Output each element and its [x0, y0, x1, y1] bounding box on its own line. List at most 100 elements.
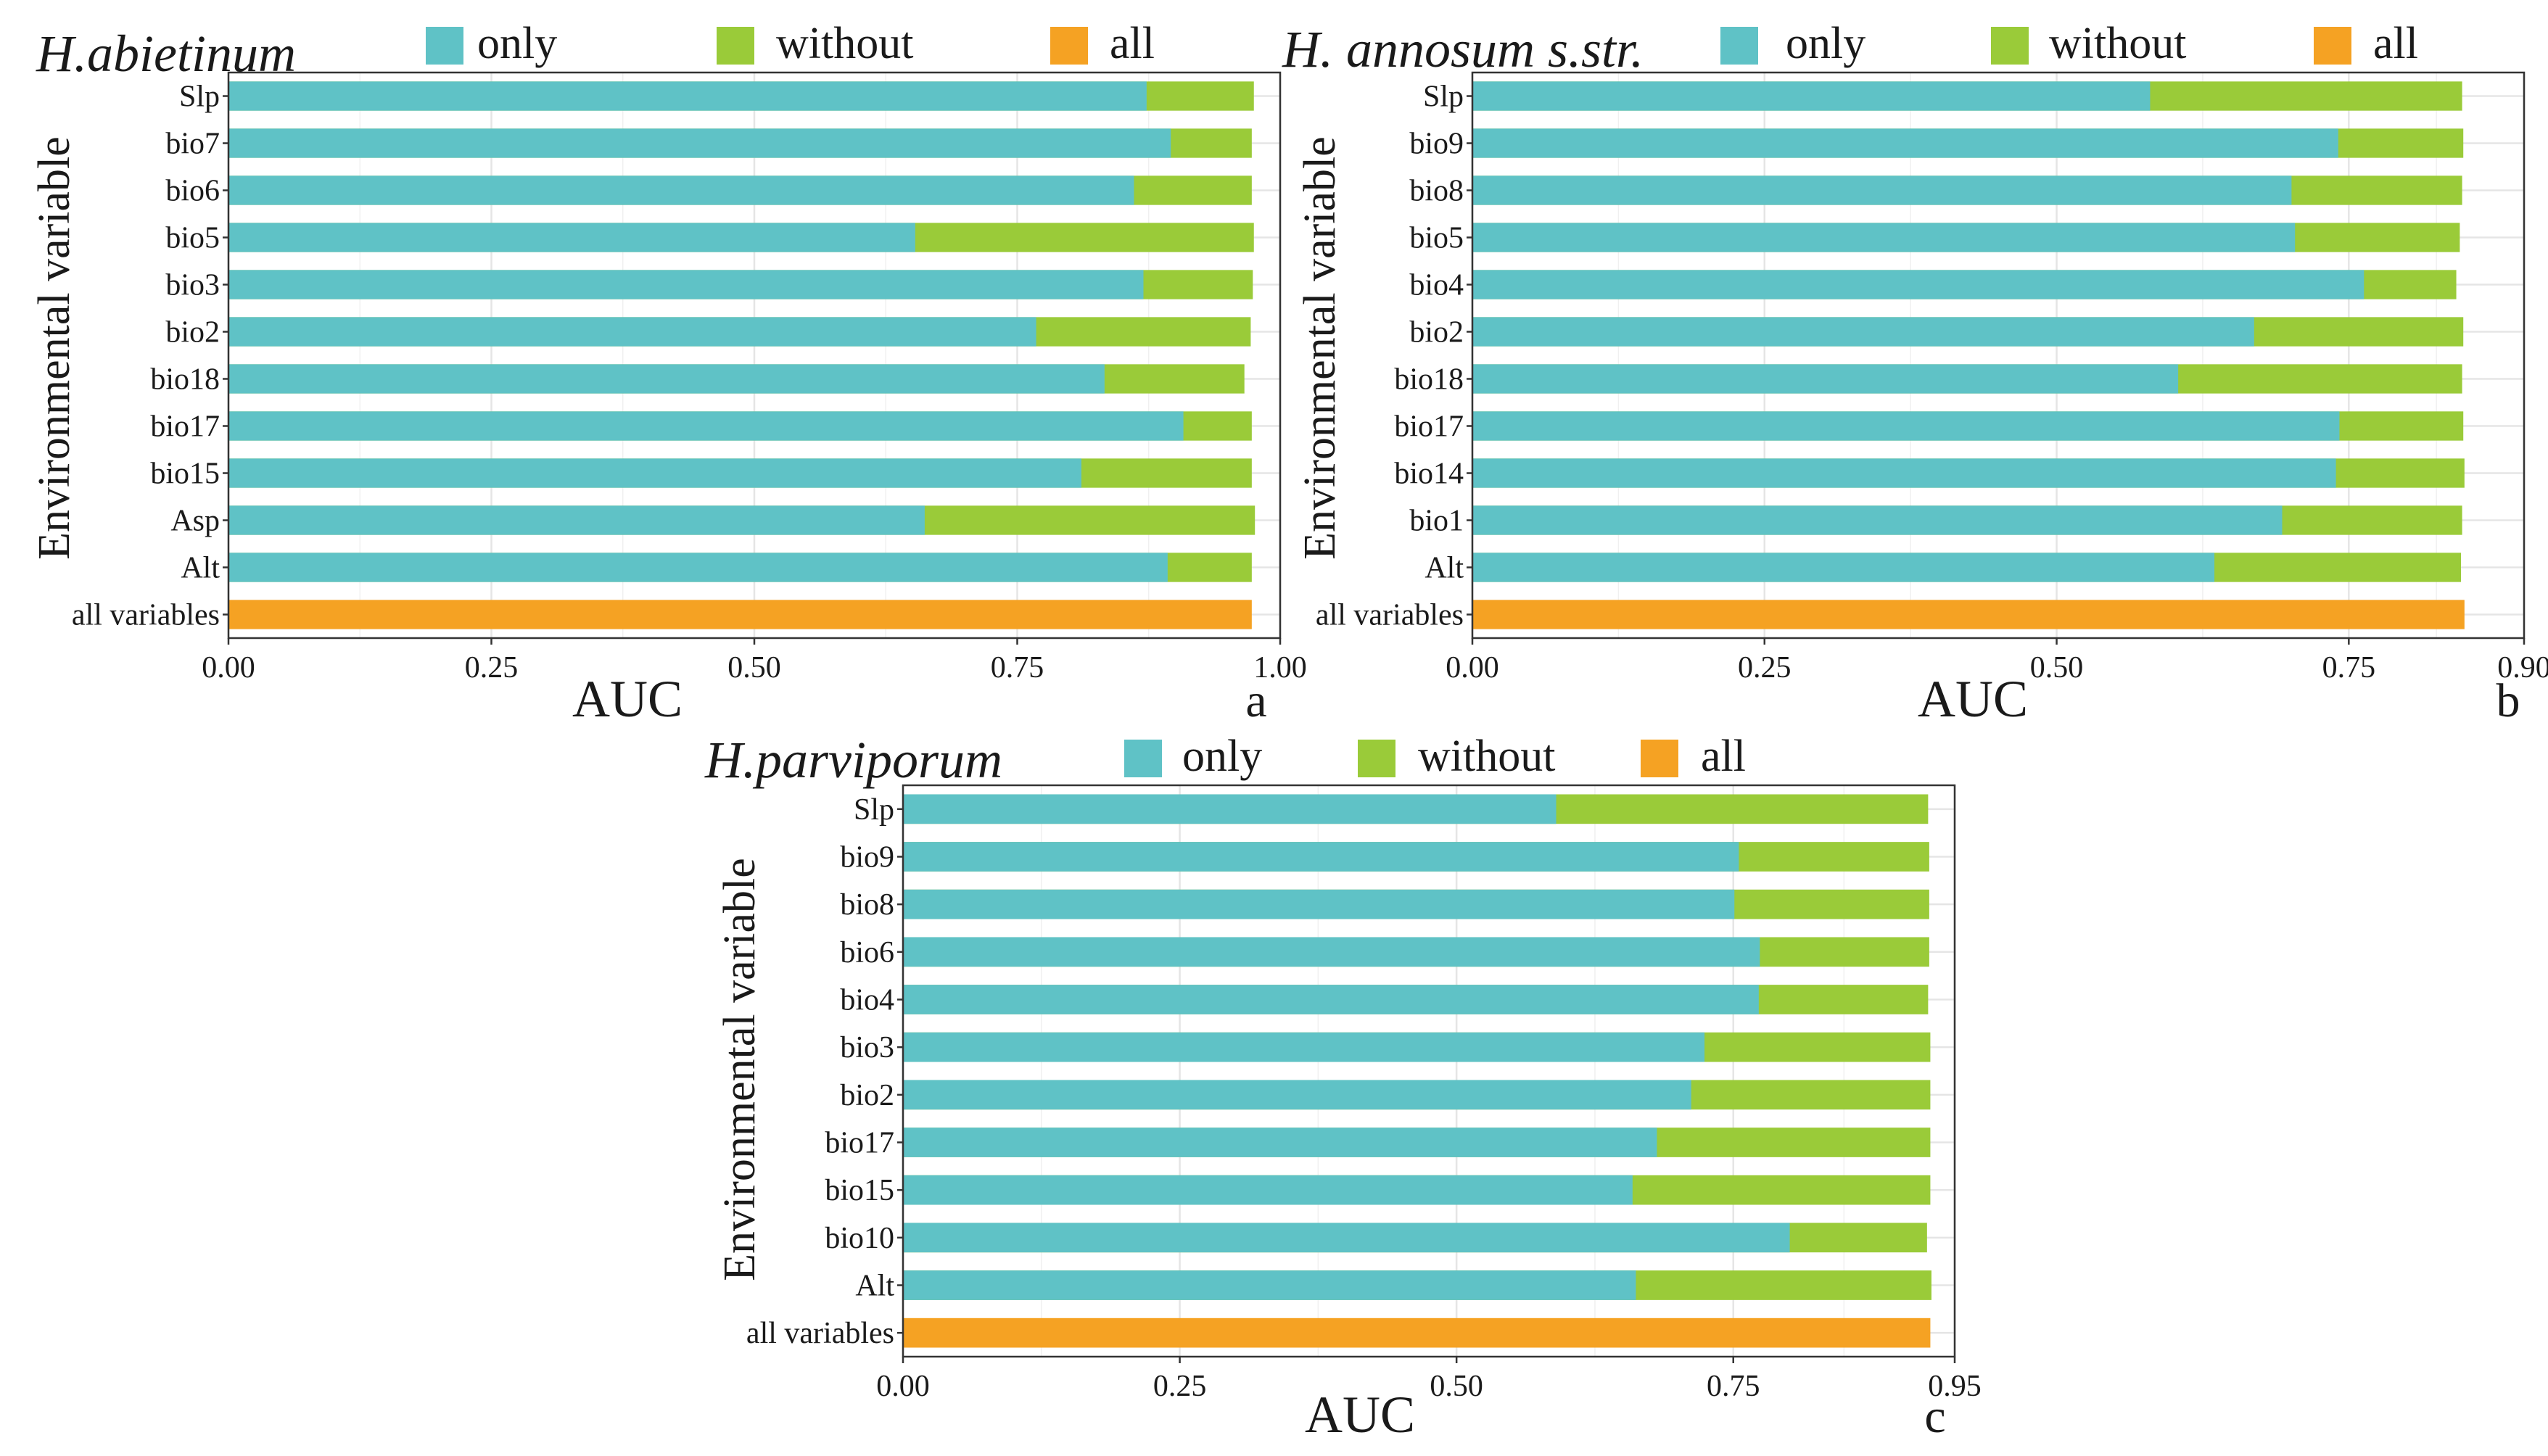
y-tick-label: Alt	[181, 552, 220, 585]
bar-only-Alt	[228, 553, 1168, 582]
y-tick-label: bio2	[840, 1079, 894, 1112]
legend-label-all: all	[2373, 19, 2418, 68]
y-tick-label: bio9	[840, 841, 894, 874]
y-tick-label: bio7	[165, 128, 220, 161]
legend-label-only: only	[477, 19, 557, 68]
legend-swatch-without	[1991, 27, 2029, 65]
y-axis-title: Environmental variable	[1295, 136, 1345, 560]
x-axis-title: AUC	[572, 670, 683, 728]
plot-border	[902, 784, 1956, 1358]
bar-only-bio2	[1472, 317, 2254, 347]
y-tick-label: bio10	[825, 1222, 894, 1255]
y-axis-title: Environmental variable	[30, 136, 79, 560]
x-tick-label: 0.00	[202, 651, 255, 684]
y-tick-label: bio15	[825, 1174, 894, 1207]
x-tick-label: 0.25	[1738, 651, 1792, 684]
legend-label-only: only	[1786, 19, 1865, 68]
plot-area	[903, 785, 1955, 1357]
panel-c: Slp bio9 bio8 bio6 bio4 bio3 bio2 bio17 bio15 bio…	[704, 731, 1982, 1444]
y-tick-label: bio5	[165, 222, 220, 255]
y-tick-label: all variables	[1316, 599, 1464, 632]
y-tick-label: bio1	[1409, 505, 1464, 538]
x-axis-title: AUC	[1918, 670, 2028, 728]
bar-all-all-variables	[1472, 600, 2465, 629]
y-tick-label: bio14	[1394, 458, 1464, 491]
bar-only-bio3	[228, 270, 1144, 299]
x-tick-label: 0.95	[1928, 1370, 1982, 1403]
bar-only-Asp	[228, 505, 925, 535]
legend-swatch-without	[1358, 740, 1395, 777]
x-tick-label: 0.75	[2322, 651, 2376, 684]
panel-b: Slp bio9 bio8 bio5 bio4 bio2 bio18 bio17 bio14 bi…	[1282, 19, 2548, 728]
y-tick-label: bio8	[840, 888, 894, 922]
x-tick-label: 0.50	[727, 651, 781, 684]
y-tick-label: bio5	[1409, 222, 1464, 255]
y-tick-label: bio15	[150, 458, 220, 491]
bar-only-bio8	[903, 889, 1735, 919]
y-tick-label: bio17	[1394, 410, 1464, 444]
y-tick-label: bio6	[165, 175, 220, 208]
panel-label: c	[1924, 1390, 1945, 1443]
x-tick-label: 0.25	[1153, 1370, 1207, 1403]
legend-swatch-only	[1720, 27, 1758, 65]
y-tick-label: Alt	[1425, 552, 1464, 585]
y-tick-label: bio18	[1394, 363, 1464, 397]
bar-only-bio17	[903, 1128, 1657, 1157]
x-tick-label: 0.50	[2030, 651, 2084, 684]
x-tick-label: 0.75	[991, 651, 1044, 684]
y-tick-label: bio17	[825, 1127, 894, 1160]
panel-title: H. annosum s.str.	[1282, 20, 1644, 78]
bar-only-bio7	[228, 128, 1171, 158]
bar-only-bio15	[903, 1175, 1633, 1205]
bar-only-bio17	[228, 411, 1184, 441]
y-tick-label: bio4	[1409, 269, 1464, 302]
bar-all-all-variables	[903, 1318, 1931, 1348]
legend-swatch-all	[2314, 27, 2351, 65]
y-axis-title: Environmental variable	[715, 858, 764, 1281]
bar-only-Alt	[903, 1270, 1636, 1300]
y-tick-label: Slp	[854, 793, 894, 827]
bar-only-Slp	[903, 794, 1557, 824]
bar-only-bio15	[228, 458, 1081, 488]
bar-only-bio4	[1472, 270, 2364, 299]
y-tick-label: bio9	[1409, 128, 1464, 161]
legend-label-all: all	[1110, 19, 1155, 68]
bar-only-Slp	[1472, 81, 2151, 111]
legend-swatch-all	[1050, 27, 1088, 65]
bar-only-bio2	[903, 1080, 1691, 1110]
legend-label-all: all	[1701, 732, 1746, 781]
plot-border	[1471, 71, 2526, 640]
bar-only-bio18	[228, 364, 1105, 394]
bar-all-all-variables	[228, 600, 1252, 629]
y-tick-label: bio2	[1409, 316, 1464, 349]
y-tick-label: Asp	[170, 505, 220, 538]
legend-label-without: without	[776, 19, 913, 68]
bar-only-bio4	[903, 985, 1759, 1014]
bar-only-Slp	[228, 81, 1147, 111]
x-axis-title: AUC	[1305, 1386, 1415, 1444]
y-tick-label: Slp	[179, 80, 220, 114]
y-tick-label: bio6	[840, 936, 894, 969]
bar-only-bio17	[1472, 411, 2340, 441]
bar-only-bio14	[1472, 458, 2336, 488]
bar-only-bio6	[228, 175, 1134, 205]
panel-label: b	[2497, 674, 2520, 727]
bar-only-bio5	[228, 223, 915, 252]
bar-only-bio2	[228, 317, 1036, 347]
y-tick-label: all variables	[746, 1317, 894, 1350]
y-tick-label: Alt	[855, 1270, 894, 1303]
x-tick-label: 0.75	[1707, 1370, 1760, 1403]
bar-only-bio6	[903, 937, 1760, 967]
x-tick-label: 1.00	[1253, 651, 1307, 684]
bar-only-bio9	[1472, 128, 2338, 158]
bar-only-bio18	[1472, 364, 2179, 394]
y-tick-label: bio3	[165, 269, 220, 302]
bar-only-Alt	[1472, 553, 2215, 582]
panel-title: H.parviporum	[704, 731, 1002, 789]
y-tick-label: bio8	[1409, 175, 1464, 208]
x-tick-label: 0.00	[1446, 651, 1499, 684]
legend-label-without: without	[1418, 732, 1555, 781]
y-tick-label: all variables	[72, 599, 220, 632]
bar-only-bio8	[1472, 175, 2292, 205]
